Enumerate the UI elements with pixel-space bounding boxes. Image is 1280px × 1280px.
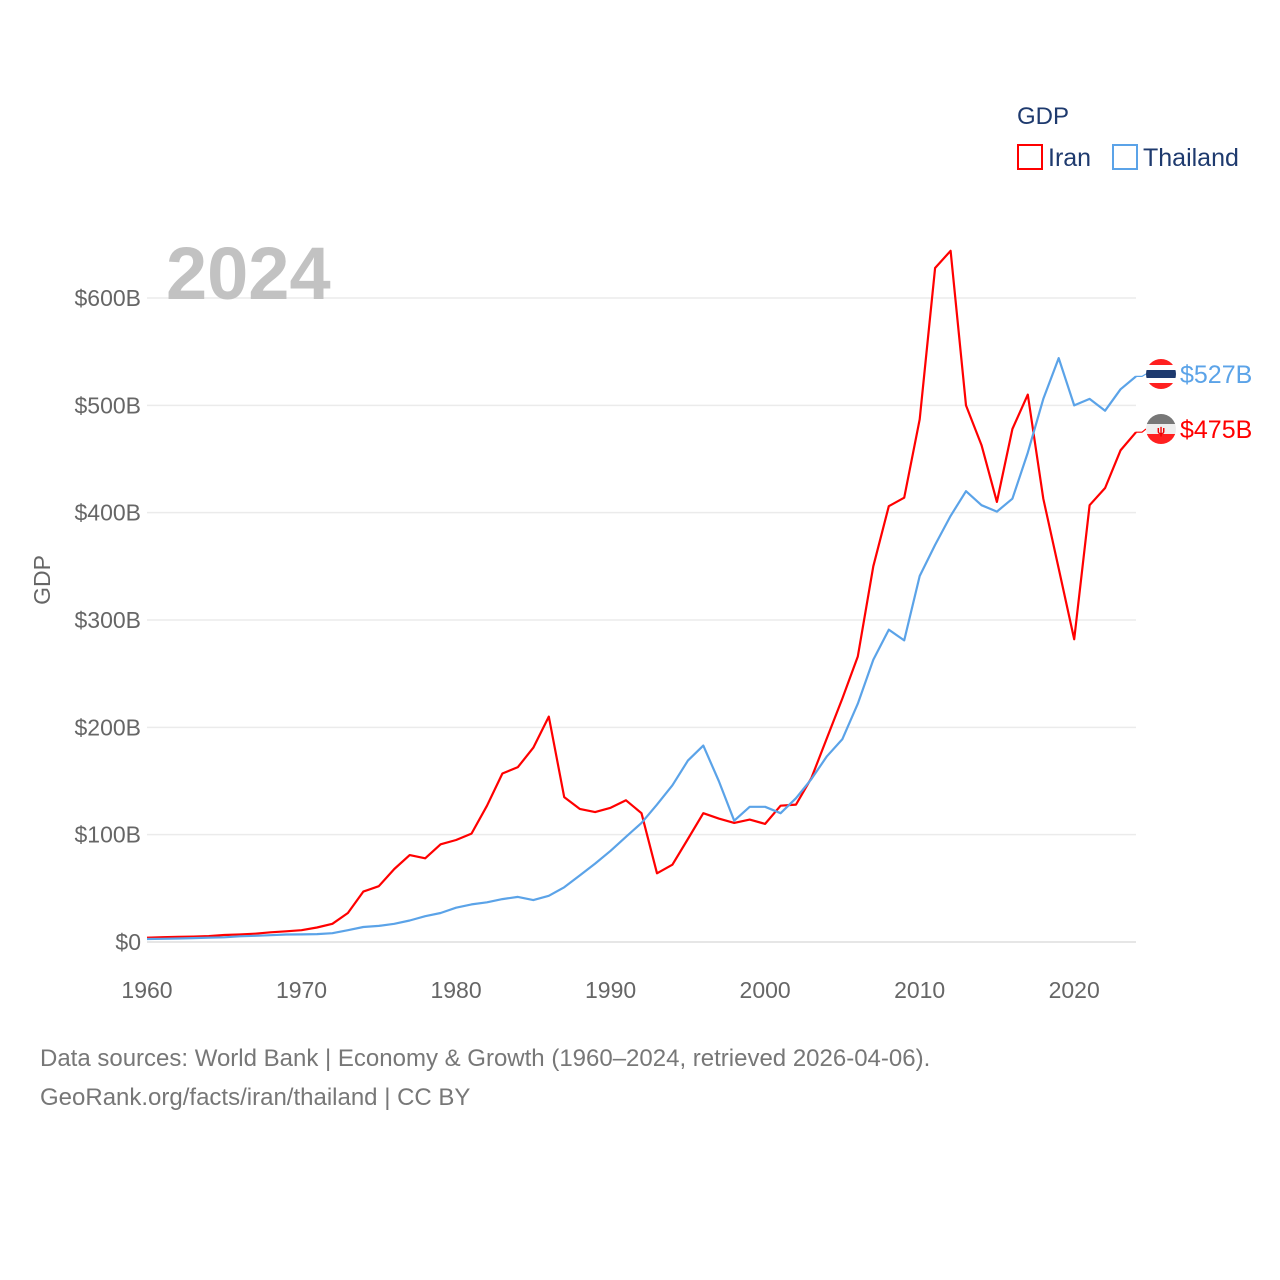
y-tick-label: $300B	[74, 607, 141, 633]
y-tick-label: $600B	[74, 285, 141, 311]
x-tick-label: 1970	[276, 977, 327, 1003]
x-tick-label: 1980	[430, 977, 481, 1003]
year-label: 2024	[166, 232, 331, 315]
label-connector	[1136, 428, 1147, 433]
y-axis-label: GDP	[29, 555, 55, 605]
legend-label-iran[interactable]: Iran	[1048, 144, 1091, 172]
data-source-text: Data sources: World Bank | Economy & Gro…	[40, 1045, 931, 1072]
flag-stripes	[1146, 359, 1176, 389]
label-connector	[1136, 373, 1147, 377]
legend-swatch-iran[interactable]	[1017, 144, 1043, 170]
flag-stripes: ψ	[1146, 414, 1176, 444]
x-tick-label: 2010	[894, 977, 945, 1003]
end-value-label-thailand: $527B	[1180, 361, 1252, 389]
series-line-iran	[146, 249, 1137, 939]
y-tick-label: $0	[115, 929, 141, 955]
y-tick-label: $100B	[74, 822, 141, 848]
iran-flag-icon: ψ	[1146, 414, 1176, 444]
end-value-label-iran: $475B	[1180, 416, 1252, 444]
thailand-flag-icon	[1146, 359, 1176, 389]
flag-stripe	[1146, 359, 1176, 365]
y-tick-label: $200B	[74, 714, 141, 740]
flag-stripe	[1146, 434, 1176, 444]
x-tick-label: 2020	[1049, 977, 1100, 1003]
flag-stripe	[1146, 370, 1176, 378]
flag-stripe	[1146, 365, 1176, 370]
legend-swatch-thailand[interactable]	[1112, 144, 1138, 170]
x-tick-label: 2000	[740, 977, 791, 1003]
flag-stripe	[1146, 383, 1176, 389]
flag-emblem: ψ	[1157, 425, 1165, 437]
attribution-link[interactable]: GeoRank.org/facts/iran/thailand | CC BY	[40, 1084, 471, 1111]
flag-stripe	[1146, 424, 1176, 434]
y-tick-label: $500B	[74, 392, 141, 418]
series-line-thailand	[146, 357, 1137, 941]
x-tick-label: 1990	[585, 977, 636, 1003]
legend-title: GDP	[1017, 103, 1069, 130]
legend: GDP Iran Thailand	[1017, 103, 1239, 172]
legend-label-thailand[interactable]: Thailand	[1143, 144, 1239, 172]
flag-stripe	[1146, 414, 1176, 424]
x-tick-label: 1960	[121, 977, 172, 1003]
y-tick-label: $400B	[74, 500, 141, 526]
flag-stripe	[1146, 378, 1176, 383]
